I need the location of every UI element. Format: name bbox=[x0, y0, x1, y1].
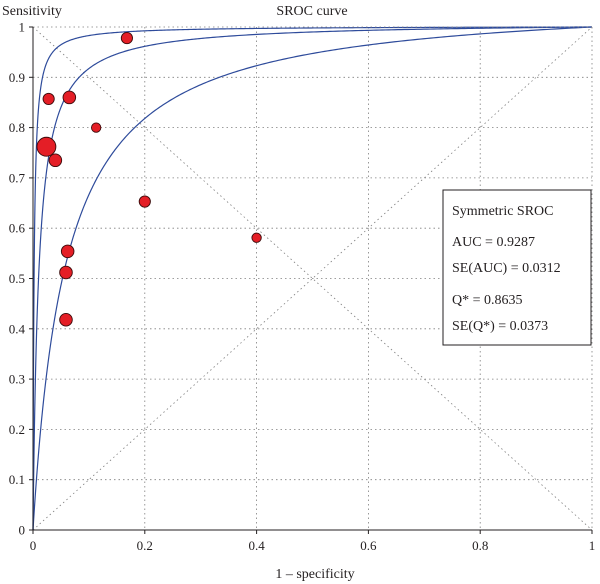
y-tick-labels: 0 0.1 0.2 0.3 0.4 0.5 0.6 0.7 0.8 0.9 1 bbox=[9, 20, 33, 538]
stats-legend-box: Symmetric SROC AUC = 0.9287 SE(AUC) = 0.… bbox=[442, 189, 592, 346]
stats-box-frame bbox=[442, 189, 592, 346]
y-tick-label-6: 0.6 bbox=[9, 221, 26, 236]
sroc-curves bbox=[32, 26, 593, 531]
sroc-curve-sroc bbox=[32, 26, 593, 530]
x-tick-label-0: 0 bbox=[30, 538, 37, 553]
study-point-9 bbox=[60, 244, 75, 259]
x-tick-label-4: 0.8 bbox=[472, 538, 488, 553]
chart-title: SROC curve bbox=[276, 4, 347, 19]
x-tick-label-2: 0.4 bbox=[248, 538, 265, 553]
stats-auc: AUC = 0.9287 bbox=[452, 235, 535, 250]
y-tick-label-1: 0.1 bbox=[9, 472, 25, 487]
stats-heading: Symmetric SROC bbox=[452, 204, 554, 219]
y-tick-label-8: 0.8 bbox=[9, 120, 25, 135]
stats-se-auc: SE(AUC) = 0.0312 bbox=[452, 261, 561, 276]
study-point-5 bbox=[36, 136, 57, 157]
stats-q-star: Q* = 0.8635 bbox=[452, 293, 523, 308]
sroc-curve-upper bbox=[32, 26, 593, 530]
study-point-11 bbox=[59, 312, 73, 327]
stats-se-q-star: SE(Q*) = 0.0373 bbox=[452, 319, 548, 334]
study-point-2 bbox=[42, 92, 55, 105]
y-tick-label-5: 0.5 bbox=[9, 271, 25, 286]
chance-diagonal bbox=[32, 26, 593, 531]
x-tick-label-5: 1 bbox=[589, 538, 596, 553]
x-axis-title: 1 – specificity bbox=[275, 567, 354, 582]
x-tick-label-3: 0.6 bbox=[360, 538, 377, 553]
q-star-diagonal bbox=[32, 26, 593, 531]
y-tick-label-2: 0.2 bbox=[9, 422, 25, 437]
y-axis-title: Sensitivity bbox=[2, 4, 62, 19]
study-points bbox=[36, 32, 262, 327]
study-point-6 bbox=[48, 153, 63, 168]
study-point-10 bbox=[59, 265, 73, 280]
y-tick-label-7: 0.7 bbox=[9, 170, 26, 185]
y-tick-label-0: 0 bbox=[19, 523, 26, 538]
study-point-7 bbox=[138, 195, 151, 208]
study-point-4 bbox=[91, 122, 102, 133]
x-tick-labels: 0 0.2 0.4 0.6 0.8 1 bbox=[30, 530, 596, 553]
y-tick-label-10: 1 bbox=[19, 20, 26, 35]
study-point-3 bbox=[62, 90, 77, 105]
diagonal-lines bbox=[32, 26, 593, 531]
y-tick-label-3: 0.3 bbox=[9, 372, 25, 387]
study-point-1 bbox=[120, 32, 133, 45]
x-tick-label-1: 0.2 bbox=[137, 538, 153, 553]
y-tick-label-9: 0.9 bbox=[9, 70, 25, 85]
grid-lines bbox=[33, 27, 592, 530]
y-tick-label-4: 0.4 bbox=[9, 321, 26, 336]
study-point-8 bbox=[251, 232, 262, 243]
sroc-curve-lower bbox=[32, 26, 593, 531]
